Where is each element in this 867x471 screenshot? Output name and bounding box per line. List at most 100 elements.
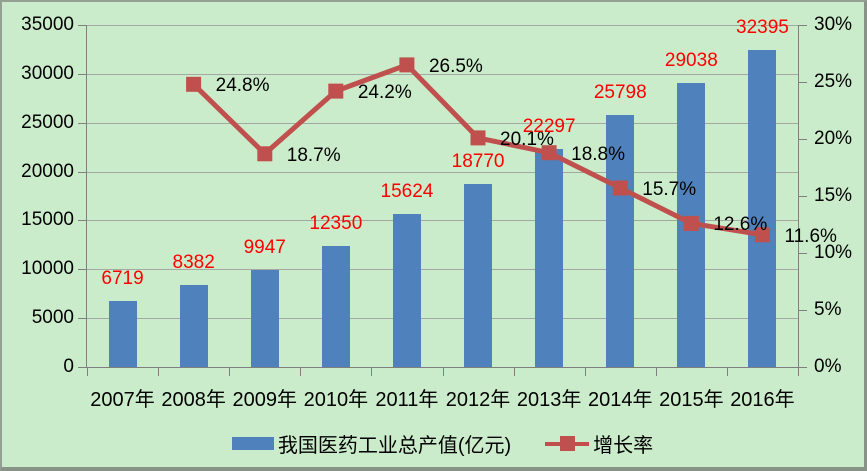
x-axis-category-label: 2009年 <box>232 389 298 411</box>
x-axis-tick <box>371 368 373 376</box>
bar-value-label: 18770 <box>451 150 505 172</box>
y-axis-left-line <box>86 25 87 368</box>
growth-line-svg <box>186 57 770 243</box>
grid-line <box>87 269 798 271</box>
bar <box>321 246 350 367</box>
y-axis-right-tick <box>799 25 807 26</box>
grid-line <box>87 318 798 320</box>
x-axis-category-label: 2014年 <box>588 389 653 411</box>
y-axis-right-tick <box>799 367 807 368</box>
line-swatch-marker-icon <box>560 436 576 451</box>
x-axis-category-label: 2007年 <box>90 389 155 411</box>
grid-line <box>87 171 798 173</box>
y-axis-left-tick <box>78 25 86 26</box>
bar-value-label: 32395 <box>736 17 789 39</box>
y-axis-left-tick <box>78 73 86 75</box>
growth-rate-label: 26.5% <box>428 55 483 77</box>
y-axis-right-tick <box>799 196 807 197</box>
x-axis-tick <box>798 368 799 376</box>
bar-value-label: 6719 <box>101 268 144 290</box>
bar <box>250 269 279 367</box>
growth-rate-label: 20.1% <box>500 128 554 150</box>
bar <box>108 301 137 367</box>
legend-label-output-value: 我国医药工业总产值(亿元) <box>277 435 512 457</box>
grid-line <box>87 25 798 26</box>
y-axis-right-tick-label: 5% <box>814 299 842 320</box>
x-axis-category-label: 2011年 <box>375 389 439 411</box>
plot-area: 6719 8382 9947 12350 15624 18770 22297 25798 290… <box>87 17 837 367</box>
growth-rate-label: 15.7% <box>642 179 697 201</box>
growth-rate-label: 24.2% <box>357 82 412 104</box>
grid-line <box>87 220 798 222</box>
grid-line <box>87 73 798 75</box>
growth-rate-label: 18.8% <box>571 143 626 165</box>
y-axis-left-tick-label: 25000 <box>21 111 74 133</box>
y-axis-right-tick <box>799 82 807 83</box>
x-axis-tick <box>442 368 444 376</box>
y-axis-left-tick-label: 15000 <box>21 209 74 231</box>
y-axis-right-tick <box>799 310 807 311</box>
y-axis-left-tick-label: 10000 <box>21 258 74 280</box>
x-axis-tick <box>229 368 231 376</box>
bar <box>464 183 493 367</box>
x-axis-tick <box>158 368 160 376</box>
bar-value-label: 12350 <box>309 213 363 235</box>
legend-item-growth-rate: 增长率 <box>545 429 653 458</box>
y-axis-right-tick-label: 20% <box>814 128 853 149</box>
bar-value-label: 8382 <box>172 252 215 274</box>
x-axis-line <box>86 367 799 368</box>
bar-value-label: 22297 <box>522 116 576 138</box>
y-axis-left-tick-label: 20000 <box>21 160 74 182</box>
y-axis-left-tick-label: 0 <box>63 356 74 377</box>
x-axis-tick <box>513 368 515 376</box>
y-axis-left-tick-label: 35000 <box>21 14 74 35</box>
x-axis-category-label: 2015年 <box>659 389 724 411</box>
y-axis-left-tick-label: 5000 <box>31 307 74 329</box>
bar-value-label: 25798 <box>593 81 647 103</box>
growth-line-marker <box>754 227 770 243</box>
y-axis-left-tick <box>78 269 86 271</box>
growth-line-marker <box>328 83 344 99</box>
line-series-swatch-icon <box>545 436 590 451</box>
bar <box>606 114 635 367</box>
x-axis-category-label: 2016年 <box>730 389 795 411</box>
y-axis-left-tick <box>78 367 86 368</box>
bar-series-swatch-icon <box>231 437 274 450</box>
bar-value-label: 15624 <box>380 181 434 203</box>
bar-value-label: 9947 <box>243 236 286 258</box>
growth-line-marker <box>257 146 273 162</box>
bar <box>535 149 564 367</box>
growth-line-marker <box>683 215 699 231</box>
legend-item-output-value: 我国医药工业总产值(亿元) <box>231 429 512 458</box>
bar <box>748 50 777 367</box>
growth-line-marker <box>612 180 628 196</box>
growth-rate-label: 11.6% <box>784 225 837 247</box>
y-axis-left-tick-label: 30000 <box>21 62 74 84</box>
y-axis-right-line <box>798 25 799 368</box>
bar <box>392 214 421 367</box>
x-axis-category-label: 2010年 <box>303 389 369 411</box>
x-axis-category-label: 2012年 <box>445 389 511 411</box>
x-axis-category-label: 2013年 <box>516 389 582 411</box>
growth-line-marker <box>186 76 202 92</box>
y-axis-right-tick-label: 15% <box>814 185 853 206</box>
x-axis-tick <box>300 368 302 376</box>
y-axis-right-tick-label: 25% <box>814 71 853 92</box>
y-axis-left-tick <box>78 122 86 124</box>
y-axis-left-tick <box>78 318 86 320</box>
growth-rate-label: 12.6% <box>713 214 768 236</box>
y-axis-left-tick <box>78 220 86 222</box>
growth-line-marker <box>541 145 557 161</box>
x-axis-tick <box>726 368 728 376</box>
y-axis-right-tick-label: 10% <box>814 242 853 263</box>
growth-rate-label: 18.7% <box>286 144 341 166</box>
bar <box>179 285 208 367</box>
y-axis-right-tick <box>799 253 807 254</box>
y-axis-right-tick <box>799 139 807 140</box>
growth-line-marker <box>470 130 486 146</box>
x-axis-tick <box>655 368 657 376</box>
growth-rate-label: 24.8% <box>215 75 270 97</box>
growth-line-marker <box>399 57 415 73</box>
x-axis-tick <box>87 368 88 376</box>
